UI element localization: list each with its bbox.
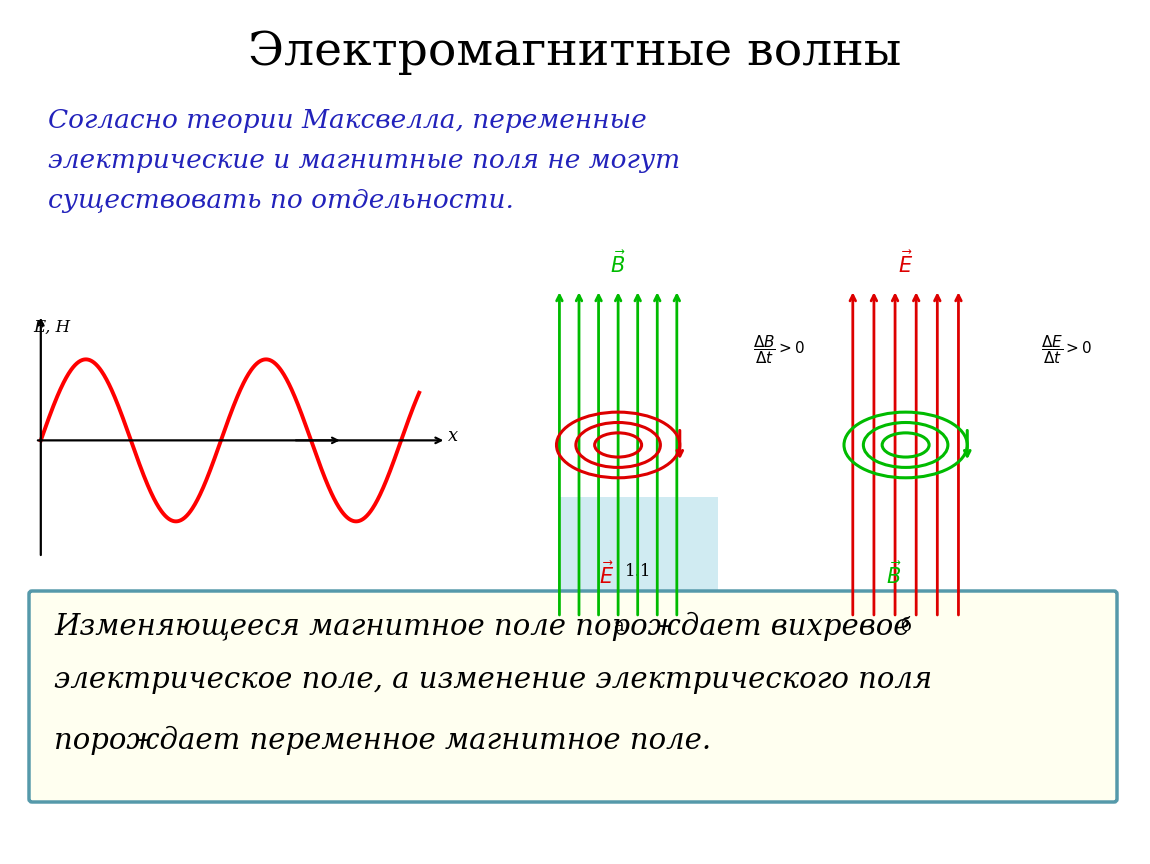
Text: Электромагнитные волны: Электромагнитные волны	[248, 29, 902, 74]
Text: порождает переменное магнитное поле.: порождает переменное магнитное поле.	[54, 726, 711, 755]
Text: $\vec{E}$: $\vec{E}$	[898, 251, 913, 277]
Text: a: a	[613, 617, 623, 635]
Text: Изменяющееся магнитное поле порождает вихревое: Изменяющееся магнитное поле порождает ви…	[54, 612, 911, 641]
Text: $\vec{E}$: $\vec{E}$	[599, 561, 614, 588]
Text: б: б	[900, 617, 911, 635]
Text: $\dfrac{\Delta B}{\Delta t} > 0$: $\dfrac{\Delta B}{\Delta t} > 0$	[753, 334, 805, 366]
Text: $\vec{B}$: $\vec{B}$	[611, 251, 626, 277]
Text: электрическое поле, а изменение электрического поля: электрическое поле, а изменение электрич…	[54, 666, 933, 694]
Text: электрические и магнитные поля не могут: электрические и магнитные поля не могут	[48, 148, 680, 173]
FancyBboxPatch shape	[29, 591, 1117, 802]
Text: $\vec{B}$: $\vec{B}$	[886, 561, 902, 588]
Text: Согласно теории Максвелла, переменные: Согласно теории Максвелла, переменные	[48, 108, 646, 133]
Text: $\dfrac{\Delta E}{\Delta t} > 0$: $\dfrac{\Delta E}{\Delta t} > 0$	[1041, 334, 1092, 366]
Text: 1.1: 1.1	[624, 563, 651, 581]
Text: x: x	[447, 428, 458, 445]
Text: существовать по отдельности.: существовать по отдельности.	[48, 188, 514, 213]
Text: E, H: E, H	[32, 319, 70, 336]
